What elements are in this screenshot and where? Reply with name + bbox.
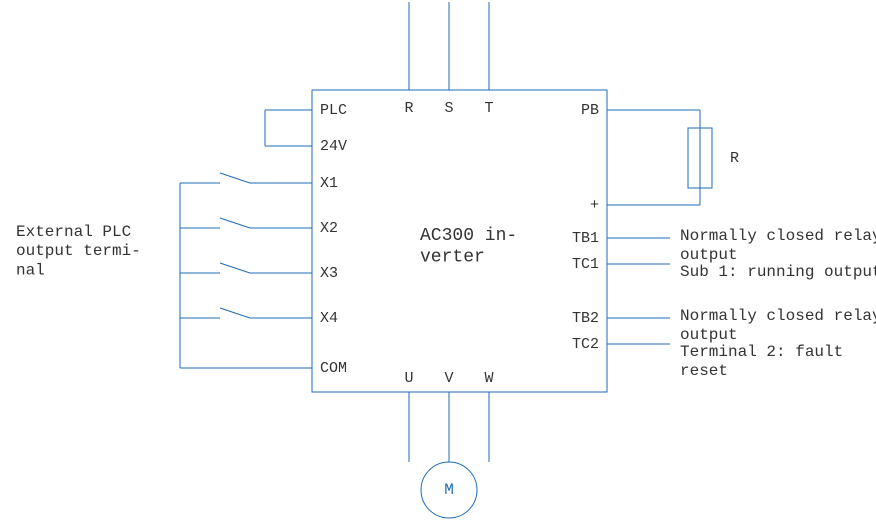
terminal-W: W	[484, 370, 493, 387]
terminal-TC2: TC2	[572, 336, 599, 353]
terminal-X2: X2	[320, 220, 338, 237]
terminal-X4: X4	[320, 310, 338, 327]
label-tb2: Normally closed relayoutput	[680, 307, 876, 344]
terminal-PB: PB	[581, 102, 599, 119]
terminal-R: R	[404, 100, 413, 117]
terminal-PLC: PLC	[320, 102, 347, 119]
terminal-U: U	[404, 370, 413, 387]
terminal-X1: X1	[320, 175, 338, 192]
switch-X1	[220, 173, 250, 183]
terminal-24V: 24V	[320, 138, 347, 155]
external-plc-label: External PLCoutput termi-nal	[16, 223, 141, 279]
terminal-COM: COM	[320, 360, 347, 377]
label-tc1: Sub 1: running output	[680, 263, 876, 281]
terminal-T: T	[484, 100, 493, 117]
switch-X2	[220, 218, 250, 228]
terminal-TB2: TB2	[572, 310, 599, 327]
switch-X3	[220, 263, 250, 273]
terminal-V: V	[444, 370, 453, 387]
terminal-TC1: TC1	[572, 256, 599, 273]
resistor-label: R	[730, 150, 739, 167]
terminal-X3: X3	[320, 265, 338, 282]
label-tb1: Normally closed relayoutput	[680, 227, 876, 264]
switch-X4	[220, 308, 250, 318]
label-tc2: Terminal 2: faultreset	[680, 343, 843, 380]
motor-label: M	[444, 481, 454, 499]
terminal-S: S	[444, 100, 453, 117]
terminal-TB1: TB1	[572, 230, 599, 247]
inverter-title: AC300 in-verter	[420, 226, 517, 268]
terminal-+: +	[590, 197, 599, 214]
wiring-diagram: AC300 in-verter R S T U V W PLC 24V X1 X2 X3 X4 COM PB…	[0, 0, 876, 529]
